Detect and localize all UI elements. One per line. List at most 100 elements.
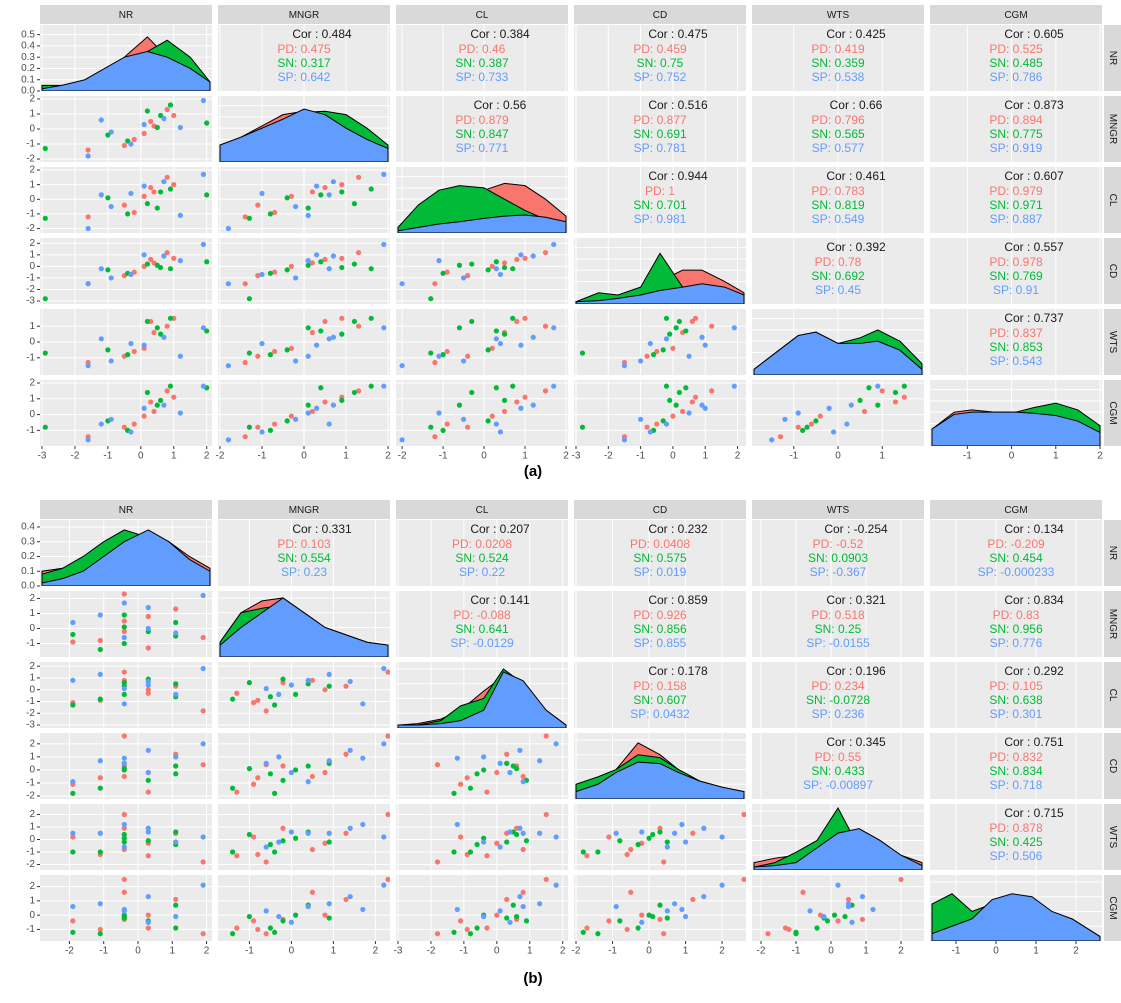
scatter-point — [121, 640, 127, 647]
scatter-point — [141, 252, 147, 258]
scatter-point — [322, 256, 328, 263]
scatter-point — [654, 348, 660, 355]
scatter-point — [145, 769, 151, 776]
scatter-point — [121, 634, 127, 641]
scatter-point — [436, 410, 442, 416]
y-tick-label: 0.4 — [21, 41, 35, 52]
scatter-point — [831, 912, 838, 918]
scatter-point — [489, 413, 495, 419]
scatter-point — [467, 931, 474, 937]
scatter-point — [782, 416, 788, 422]
cor-text: Cor : 0.66 — [830, 98, 883, 112]
x-tick-label: 2 — [563, 451, 569, 462]
scatter-point — [474, 841, 480, 848]
strip-label: NR — [1107, 51, 1118, 65]
scatter-point — [173, 829, 179, 835]
group-cor-text: SN: 0.485 — [989, 56, 1043, 70]
scatter-point — [530, 334, 536, 340]
scatter-point — [347, 678, 353, 685]
scatter-point — [246, 831, 252, 838]
x-tick-label: 1 — [170, 946, 176, 957]
x-tick-label: -2 — [398, 451, 407, 462]
scatter-point — [663, 383, 670, 389]
scatter-point — [272, 790, 278, 796]
scatter-point — [305, 779, 311, 785]
scatter-point — [85, 281, 91, 287]
panel — [574, 875, 746, 941]
y-tick-label: 0.3 — [21, 536, 35, 547]
scatter-point — [276, 691, 282, 698]
group-cor-text: SP: 0.45 — [815, 283, 861, 297]
x-tick-label: 2 — [1073, 946, 1079, 957]
scatter-point — [497, 908, 503, 914]
scatter-point — [246, 424, 252, 430]
scatter-point — [481, 835, 487, 841]
panel — [40, 733, 212, 799]
x-tick-label: 1 — [331, 946, 337, 957]
scatter-point — [399, 363, 405, 369]
scatter-point — [644, 353, 650, 359]
scatter-point — [621, 363, 628, 369]
group-cor-text: PD: 0.926 — [633, 608, 687, 622]
scatter-point — [326, 830, 332, 836]
scatter-point — [121, 831, 127, 838]
y-tick-label: -2 — [26, 859, 35, 870]
group-cor-text: SP: 0.236 — [812, 707, 865, 721]
scatter-point — [339, 397, 345, 403]
x-tick-label: -1 — [952, 946, 961, 957]
group-cor-text: PD: 0.796 — [811, 113, 865, 127]
scatter-point — [121, 913, 127, 920]
panel-bg — [40, 238, 212, 304]
scatter-point — [360, 906, 366, 913]
scatter-point — [267, 841, 273, 848]
scatter-point — [145, 825, 151, 831]
scatter-point — [121, 766, 127, 772]
y-tick-label: -1 — [26, 924, 35, 935]
x-tick-label: -2 — [604, 451, 613, 462]
scatter-point — [504, 751, 510, 757]
scatter-point — [161, 334, 167, 340]
panel-bg — [574, 167, 746, 233]
panel — [752, 804, 924, 870]
scatter-point — [664, 844, 670, 850]
scatter-point — [157, 189, 164, 195]
scatter-point — [144, 261, 151, 267]
group-cor-text: PD: 0.518 — [811, 608, 865, 622]
x-tick-label: 1 — [1053, 451, 1059, 462]
y-tick-label: 2 — [29, 809, 35, 820]
scatter-point — [635, 841, 641, 848]
scatter-point — [42, 145, 48, 152]
panel — [40, 662, 212, 728]
scatter-point — [234, 789, 240, 795]
scatter-point — [121, 618, 127, 624]
scatter-point — [673, 325, 679, 331]
scatter-point — [692, 315, 699, 321]
scatter-point — [293, 416, 299, 422]
scatter-point — [108, 275, 114, 281]
group-cor-text: SP: -0.00897 — [803, 778, 873, 792]
scatter-point — [381, 882, 387, 888]
strip-label: CD — [1107, 264, 1118, 278]
scatter-point — [200, 383, 207, 389]
scatter-point — [272, 929, 278, 935]
scatter-point — [173, 606, 179, 612]
scatter-point — [145, 829, 151, 835]
panel — [218, 875, 390, 941]
scatter-point — [288, 829, 294, 835]
strip — [218, 5, 390, 24]
scatter-point — [690, 830, 696, 836]
strip — [1104, 591, 1121, 657]
y-tick-label: 0.2 — [21, 63, 35, 74]
x-tick-label: 1 — [522, 451, 528, 462]
scatter-point — [464, 775, 470, 781]
y-tick-label: -1 — [26, 273, 35, 284]
scatter-point — [859, 916, 866, 923]
panel-bg — [574, 662, 746, 728]
scatter-point — [870, 906, 876, 913]
cor-text: Cor : 0.751 — [1004, 735, 1064, 749]
scatter-point — [454, 755, 460, 761]
scatter-point — [318, 328, 324, 334]
panel — [396, 733, 568, 799]
scatter-point — [200, 97, 207, 104]
scatter-point — [141, 193, 147, 199]
